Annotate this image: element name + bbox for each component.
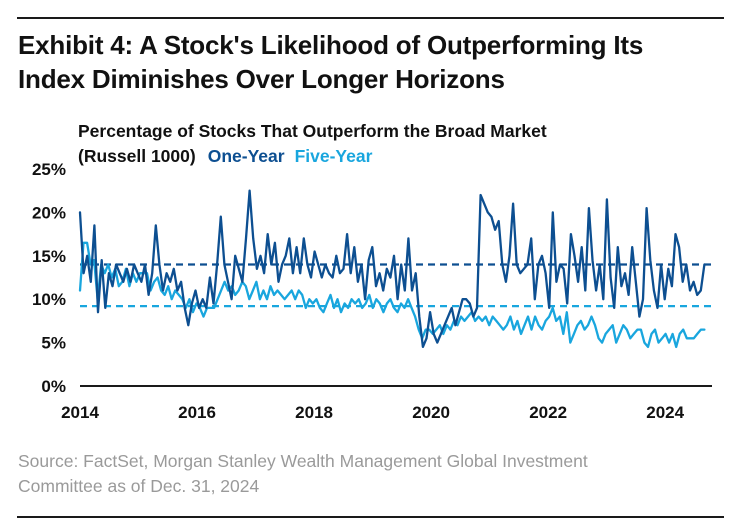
bottom-rule — [17, 516, 724, 518]
chart-title-line-2: (Russell 1000) — [78, 146, 196, 166]
y-tick-label: 10% — [32, 290, 66, 309]
average-lines — [80, 263, 712, 308]
y-axis-labels: 0% 5% 10% 15% 20% 25% — [32, 160, 66, 396]
source-note: Source: FactSet, Morgan Stanley Wealth M… — [18, 449, 718, 499]
x-tick-label: 2024 — [646, 403, 684, 422]
exhibit-title: Exhibit 4: A Stock's Likelihood of Outpe… — [18, 28, 728, 96]
y-tick-label: 0% — [41, 377, 66, 396]
legend-five-year: Five-Year — [294, 146, 373, 166]
chart-title-line-1: Percentage of Stocks That Outperform the… — [78, 121, 547, 141]
chart-title: Percentage of Stocks That Outperform the… — [78, 119, 718, 169]
x-tick-label: 2020 — [412, 403, 450, 422]
exhibit-title-line-2: Index Diminishes Over Longer Horizons — [18, 64, 505, 94]
one-year-series-line — [78, 189, 706, 349]
series-lines — [78, 189, 706, 349]
chart-title-line-2-with-legend: (Russell 1000) One-Year Five-Year — [78, 144, 718, 169]
source-line-2: Committee as of Dec. 31, 2024 — [18, 476, 260, 496]
y-tick-label: 5% — [41, 334, 66, 353]
y-tick-label: 15% — [32, 247, 66, 266]
legend-one-year: One-Year — [207, 146, 285, 166]
x-tick-label: 2018 — [295, 403, 333, 422]
x-tick-label: 2022 — [529, 403, 567, 422]
exhibit-title-line-1: Exhibit 4: A Stock's Likelihood of Outpe… — [18, 30, 644, 60]
source-line-1: Source: FactSet, Morgan Stanley Wealth M… — [18, 451, 588, 471]
x-tick-label: 2014 — [61, 403, 99, 422]
y-tick-label: 20% — [32, 203, 66, 222]
y-tick-label: 25% — [32, 160, 66, 179]
top-rule — [17, 17, 724, 19]
x-tick-label: 2016 — [178, 403, 216, 422]
x-axis-labels: 2014 2016 2018 2020 2022 2024 — [61, 403, 685, 422]
